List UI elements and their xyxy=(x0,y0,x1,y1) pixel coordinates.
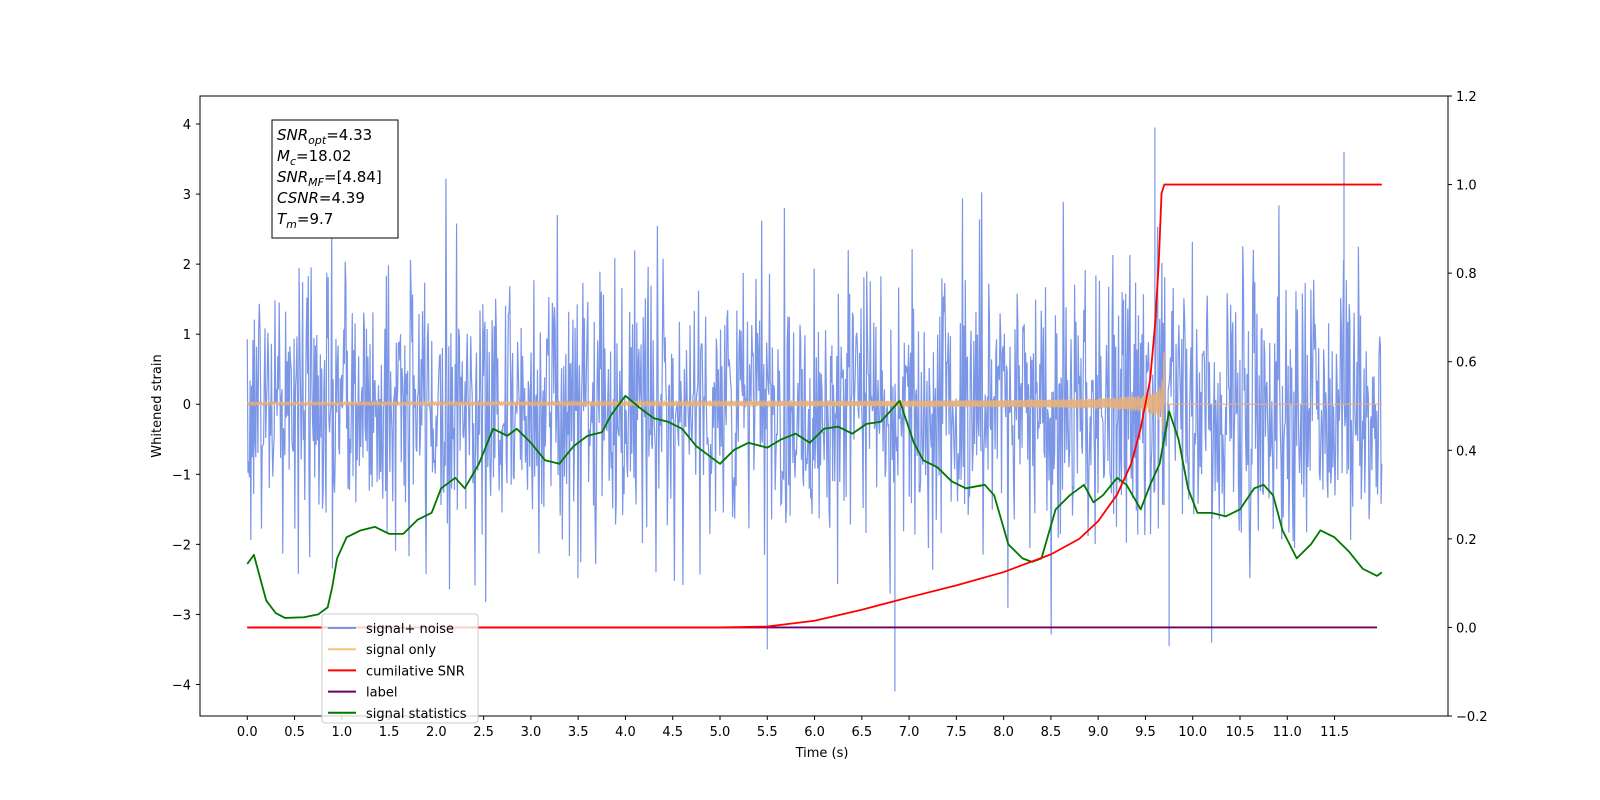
annotation-frame xyxy=(271,119,399,239)
annotation-value: =9.7 xyxy=(297,210,333,228)
axis-layer: 0.0 0.5 1.0 1.5 2.0 2.5 3.0 3.5 4.0 4.5 5.0 5.5 6.0 6… xyxy=(172,90,1488,740)
y-tick-label: 4 xyxy=(183,118,191,133)
x-tick-label: 5.5 xyxy=(757,725,778,740)
annotation-line: Tm=9.7 xyxy=(277,210,333,231)
x-tick-label: 7.5 xyxy=(946,725,967,740)
y-tick-label: −2 xyxy=(172,538,191,553)
annotation-subscript: c xyxy=(290,155,296,168)
legend-label: signal statistics xyxy=(366,707,467,722)
x-tick-label: 0.5 xyxy=(284,725,305,740)
y-tick-label: 0 xyxy=(183,398,191,413)
legend: signal+ noise signal only cumilative SNR la… xyxy=(321,613,479,724)
x-tick-label: 1.5 xyxy=(379,725,400,740)
annotation-value: =[4.84] xyxy=(324,168,382,186)
y-tick-label: −4 xyxy=(172,678,191,693)
legend-frame xyxy=(321,613,479,724)
x-tick-label: 10.0 xyxy=(1178,725,1207,740)
annotation-subscript: MF xyxy=(308,176,324,189)
legend-label: cumilative SNR xyxy=(366,664,465,679)
x-tick-label: 8.0 xyxy=(993,725,1014,740)
annotation-subscript: opt xyxy=(308,134,327,147)
x-tick-label: 9.5 xyxy=(1135,725,1156,740)
annotation-line: SNRopt=4.33 xyxy=(277,126,372,147)
y2-tick-label: 0.2 xyxy=(1456,533,1477,548)
y2-tick-label: 0.0 xyxy=(1456,621,1477,636)
x-tick-label: 6.5 xyxy=(851,725,872,740)
annotation-value: =4.39 xyxy=(319,189,365,207)
annotation-subscript: m xyxy=(286,218,297,231)
x-tick-label: 4.0 xyxy=(615,725,636,740)
x-tick-label: 3.0 xyxy=(521,725,542,740)
annotation-line: SNRMF=[4.84] xyxy=(277,168,382,189)
x-axis-label: Time (s) xyxy=(795,746,849,761)
annotation-symbol: SNR xyxy=(277,168,308,186)
y-tick-label: 1 xyxy=(183,328,191,343)
annotation-line: CSNR=4.39 xyxy=(277,189,365,207)
x-tick-label: 11.5 xyxy=(1320,725,1349,740)
series-signal-only xyxy=(246,352,1382,432)
annotation-symbol: M xyxy=(277,147,290,165)
series-cumulative-snr xyxy=(247,183,1382,629)
y2-tick-label: 0.4 xyxy=(1456,444,1477,459)
y-tick-label: 3 xyxy=(183,188,191,203)
y2-tick-label: −0.2 xyxy=(1456,710,1488,725)
y2-tick-label: 1.2 xyxy=(1456,90,1477,105)
x-tick-label: 0.0 xyxy=(237,725,258,740)
annotation-symbol: SNR xyxy=(277,126,308,144)
x-tick-label: 5.0 xyxy=(710,725,731,740)
legend-label: signal+ noise xyxy=(366,622,454,637)
annotation-box: SNRopt=4.33Mc=18.02SNRMF=[4.84]CSNR=4.39… xyxy=(271,119,399,239)
x-tick-label: 10.5 xyxy=(1226,725,1255,740)
x-tick-label: 6.0 xyxy=(804,725,825,740)
x-tick-label: 11.0 xyxy=(1273,725,1302,740)
annotation-value: =4.33 xyxy=(326,126,372,144)
x-tick-label: 3.5 xyxy=(568,725,589,740)
series-signal-noise xyxy=(246,178,1383,635)
y-tick-label: −3 xyxy=(172,608,191,623)
y2-tick-label: 0.6 xyxy=(1456,356,1477,371)
y2-tick-label: 1.0 xyxy=(1456,179,1477,194)
x-tick-label: 9.0 xyxy=(1088,725,1109,740)
y2-tick-label: 0.8 xyxy=(1456,267,1477,282)
y-axis-label: Whitened strain xyxy=(150,354,165,457)
series-signal-statistics xyxy=(246,394,1383,619)
x-tick-label: 4.5 xyxy=(662,725,683,740)
x-tick-label: 2.5 xyxy=(473,725,494,740)
plot-frame xyxy=(199,95,1449,717)
x-tick-label: 7.0 xyxy=(899,725,920,740)
annotation-value: =18.02 xyxy=(296,147,352,165)
y-tick-label: 2 xyxy=(183,258,191,273)
annotation-symbol: T xyxy=(277,210,288,228)
x-tick-label: 2.0 xyxy=(426,725,447,740)
legend-label: signal only xyxy=(366,643,436,658)
x-tick-label: 1.0 xyxy=(331,725,352,740)
series-layer xyxy=(246,127,1383,692)
annotation-symbol: CSNR xyxy=(277,189,319,207)
y-tick-label: −1 xyxy=(172,468,191,483)
legend-label: label xyxy=(366,686,397,701)
annotation-line: Mc=18.02 xyxy=(277,147,352,168)
x-tick-label: 8.5 xyxy=(1041,725,1062,740)
